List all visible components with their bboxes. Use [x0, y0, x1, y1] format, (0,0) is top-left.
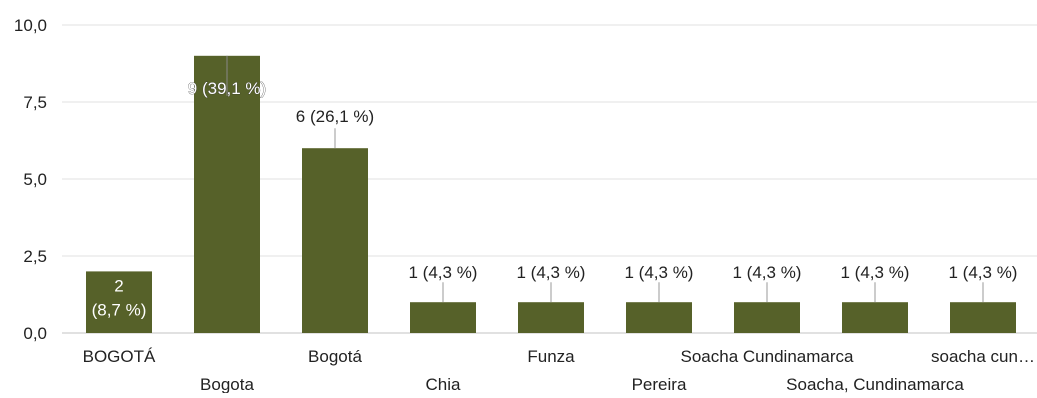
bar: [194, 55, 260, 334]
data-label: 1 (4,3 %): [733, 263, 802, 282]
data-label: 2: [114, 276, 123, 295]
bar: [410, 302, 476, 333]
y-tick-label: 7,5: [23, 93, 47, 112]
x-tick-label: Soacha, Cundinamarca: [786, 375, 964, 393]
data-label: 1 (4,3 %): [409, 263, 478, 282]
data-label: 6 (26,1 %): [296, 107, 374, 126]
y-tick-label: 5,0: [23, 170, 47, 189]
data-label: 1 (4,3 %): [949, 263, 1018, 282]
data-label: 1 (4,3 %): [841, 263, 910, 282]
bar: [842, 302, 908, 333]
x-tick-label: Bogota: [200, 375, 254, 393]
bar: [302, 148, 368, 333]
x-tick-label: BOGOTÁ: [83, 347, 156, 366]
x-tick-label: Soacha Cundinamarca: [681, 347, 854, 366]
x-tick-label: soacha cun…: [931, 347, 1035, 366]
x-tick-label: Funza: [527, 347, 575, 366]
y-tick-label: 10,0: [14, 16, 47, 35]
data-label: 9 (39,1 %): [188, 79, 266, 98]
data-label: 1 (4,3 %): [625, 263, 694, 282]
data-label: 1 (4,3 %): [517, 263, 586, 282]
bar: [86, 271, 152, 333]
data-label: (8,7 %): [92, 300, 147, 319]
y-tick-label: 2,5: [23, 247, 47, 266]
x-tick-label: Bogotá: [308, 347, 362, 366]
bar: [950, 302, 1016, 333]
bar: [518, 302, 584, 333]
x-tick-label: Pereira: [632, 375, 687, 393]
bar: [626, 302, 692, 333]
x-tick-label: Chia: [426, 375, 462, 393]
y-tick-label: 0,0: [23, 324, 47, 343]
bar: [734, 302, 800, 333]
